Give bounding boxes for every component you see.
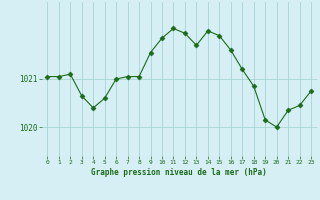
X-axis label: Graphe pression niveau de la mer (hPa): Graphe pression niveau de la mer (hPa) (91, 168, 267, 177)
